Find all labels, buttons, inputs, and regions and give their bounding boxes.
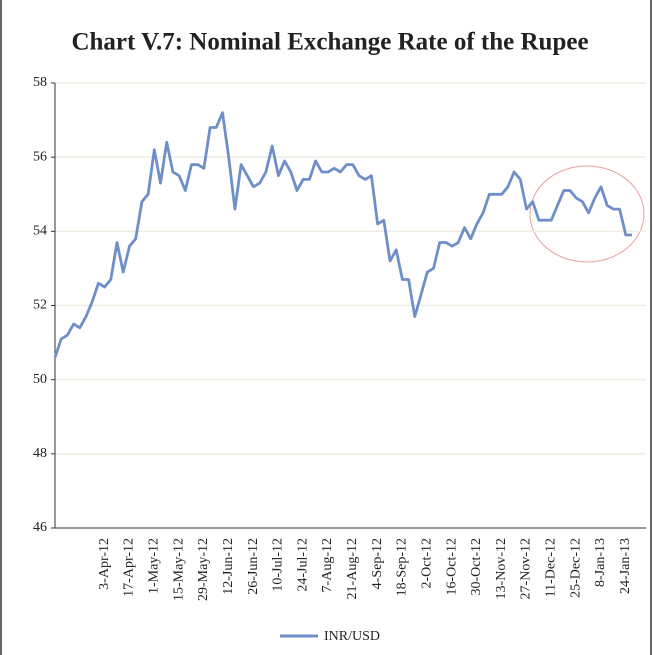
y-tick-label: 54 (33, 224, 47, 239)
x-tick-label: 12-Jun-12 (221, 538, 236, 595)
x-tick-label: 24-Jul-12 (295, 538, 310, 592)
highlight-circle (529, 165, 645, 263)
y-tick-label: 46 (33, 520, 47, 535)
x-tick-label: 21-Aug-12 (345, 538, 360, 599)
x-tick-label: 30-Oct-12 (469, 538, 484, 596)
x-tick-label: 1-May-12 (146, 538, 161, 594)
x-tick-label: 3-Apr-12 (97, 538, 112, 590)
x-tick-label: 4-Sep-12 (370, 538, 385, 589)
x-tick-label: 11-Dec-12 (544, 538, 559, 597)
x-tick-label: 17-Apr-12 (122, 538, 137, 597)
x-tick-label: 29-May-12 (196, 538, 211, 601)
x-tick-label: 16-Oct-12 (444, 538, 459, 596)
x-tick-label: 24-Jan-13 (618, 538, 633, 594)
y-tick-label: 48 (33, 446, 47, 461)
y-tick-label: 58 (33, 75, 47, 90)
x-tick-label: 13-Nov-12 (494, 538, 509, 599)
x-tick-label: 8-Jan-13 (593, 538, 608, 587)
y-tick-label: 50 (33, 372, 47, 387)
x-tick-label: 27-Nov-12 (519, 538, 534, 599)
line-series (53, 111, 632, 358)
x-tick-label: 26-Jun-12 (246, 538, 261, 595)
legend-label: INR/USD (324, 629, 380, 644)
x-tick-label: 25-Dec-12 (568, 538, 583, 598)
x-tick-label: 10-Jul-12 (271, 538, 286, 592)
x-tick-label: 18-Sep-12 (395, 538, 410, 596)
y-tick-label: 56 (33, 149, 47, 164)
x-tick-label: 2-Oct-12 (419, 538, 434, 589)
x-tick-label: 7-Aug-12 (320, 538, 335, 592)
chart-title: Chart V.7: Nominal Exchange Rate of the … (71, 29, 588, 56)
x-tick-label: 15-May-12 (171, 538, 186, 601)
y-tick-label: 52 (33, 298, 47, 313)
